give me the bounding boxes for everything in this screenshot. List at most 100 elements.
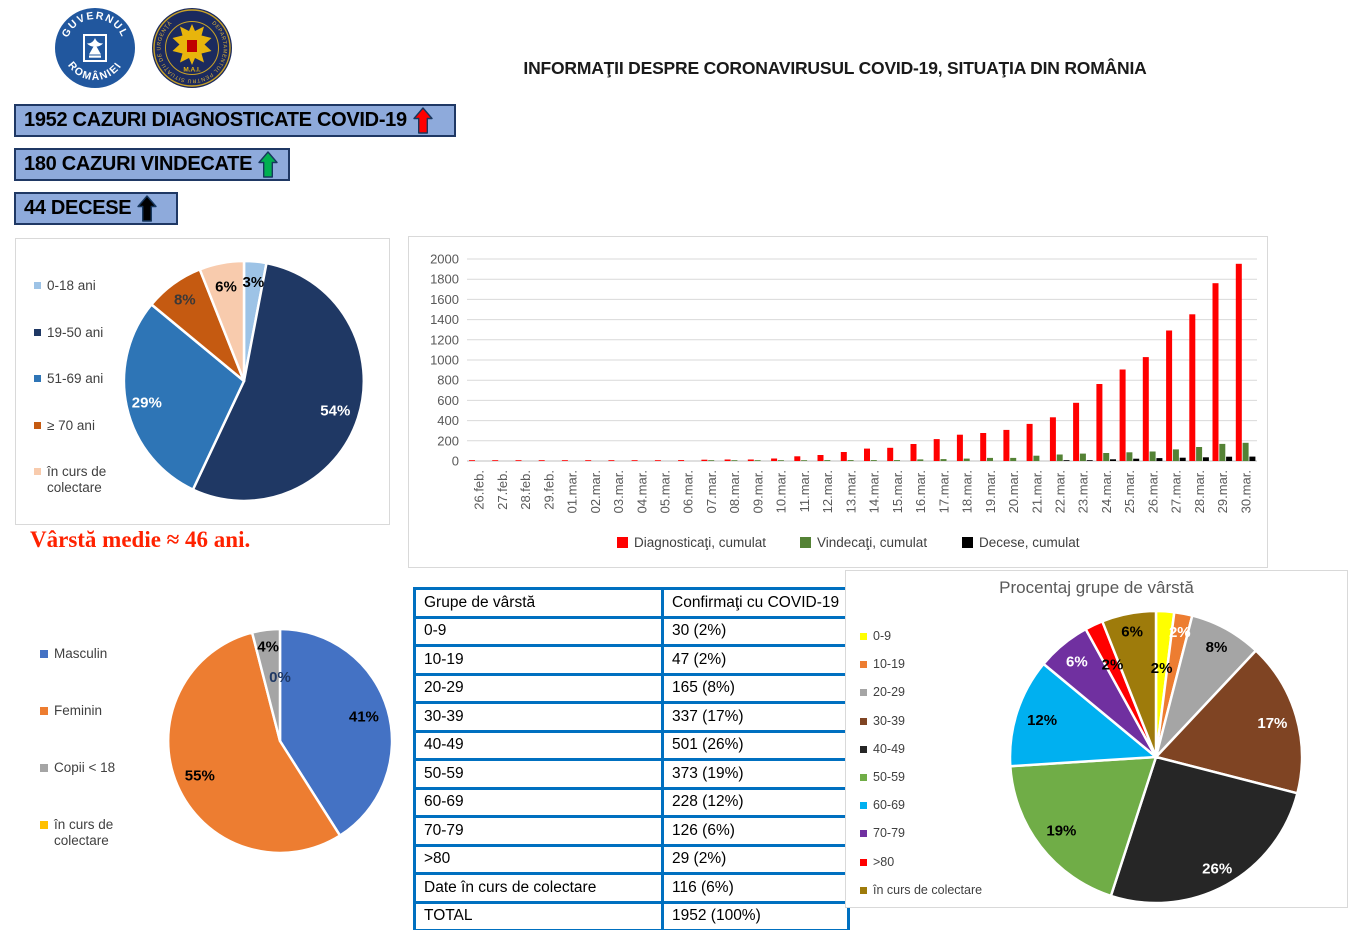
age-confirmed-table: Grupe de vârstă Confirmaţi cu COVID-19 0-9… (413, 587, 851, 930)
legend-item-70-79: 70-79 (860, 826, 1003, 854)
table-row: 10-19 47 (2%) (413, 644, 851, 676)
pie-label-feminin: 55% (185, 768, 215, 785)
bar-diagnostica-i-cumulat-15-mar (887, 447, 894, 461)
legend-swatch-diagnostica-i-cumulat (617, 537, 628, 548)
bar-diagnostica-i-cumulat-16-mar (910, 444, 917, 461)
gender-pie-chart: 41% 55% 4% 0% (166, 627, 394, 855)
x-axis-label: 23.mar. (1076, 470, 1091, 513)
pie-slice-n-curs-de-colectare (1101, 609, 1158, 759)
x-axis-label: 05.mar. (658, 470, 673, 513)
bar-decese-cumulat-23-mar (1086, 460, 1093, 461)
bar-vindeca-i-cumulat-08-mar (731, 460, 738, 461)
bar-diagnostica-i-cumulat-23-mar (1073, 402, 1080, 461)
legend-item-20-29: 20-29 (860, 685, 1003, 713)
bar-vindeca-i-cumulat-14-mar (870, 460, 877, 461)
pie-label-masculin: 41% (349, 709, 379, 726)
legend-swatch-vindeca-i-cumulat (800, 537, 811, 548)
bar-diagnostica-i-cumulat-19-mar (980, 433, 987, 461)
legend-label: în curs de colectare (47, 464, 107, 495)
legend-item-0-9: 0-9 (860, 629, 1003, 657)
pie-label-copii-18: 4% (257, 639, 279, 656)
table-cell: 50-59 (413, 758, 664, 790)
pie-label-80: 2% (1102, 657, 1124, 674)
bar-vindeca-i-cumulat-27-mar (1172, 449, 1179, 461)
table-cell: 40-49 (413, 729, 664, 761)
stat-diagnosed-label: 1952 CAZURI DIAGNOSTICATE COVID-19 (24, 109, 407, 131)
x-axis-label: 19.mar. (983, 470, 998, 513)
stat-diagnosed-box: 1952 CAZURI DIAGNOSTICATE COVID-19 (14, 104, 456, 137)
table-cell: 373 (19%) (660, 758, 851, 790)
y-axis-tick-label: 1200 (430, 332, 459, 347)
bar-vindeca-i-cumulat-21-mar (1033, 455, 1040, 461)
bar-vindeca-i-cumulat-12-mar (824, 460, 831, 461)
legend-label-diagnostica-i-cumulat: Diagnosticaţi, cumulat (634, 535, 766, 550)
legend-item-n-curs-de-colectare: în curs de colectare (40, 817, 136, 874)
pie-label-40-49: 26% (1202, 860, 1232, 877)
pie-label-n-curs-de-colectare: 0% (269, 669, 291, 686)
bar-diagnostica-i-cumulat-26-mar (1142, 357, 1149, 461)
legend-swatch (40, 707, 48, 715)
table-cell: 228 (12%) (660, 786, 851, 818)
legend-swatch (860, 717, 867, 725)
legend-label: 0-18 ani (47, 278, 96, 293)
x-axis-label: 30.mar. (1238, 470, 1253, 513)
table-cell: 60-69 (413, 786, 664, 818)
x-axis-label: 21.mar. (1029, 470, 1044, 513)
bar-vindeca-i-cumulat-09-mar (754, 460, 761, 461)
table-row: 20-29 165 (8%) (413, 672, 851, 704)
age-decade-pie-title: Procentaj grupe de vârstă (999, 578, 1194, 597)
legend-item-40-49: 40-49 (860, 742, 1003, 770)
table-cell: >80 (413, 843, 664, 875)
legend-item-copii-18: Copii < 18 (40, 760, 136, 817)
table-row: TOTAL 1952 (100%) (413, 900, 851, 930)
y-axis-tick-label: 0 (452, 454, 459, 469)
bar-diagnostica-i-cumulat-10-mar (771, 458, 778, 461)
table-cell: 126 (6%) (660, 815, 851, 847)
stat-deaths-box: 44 DECESE (14, 192, 178, 225)
legend-swatch (860, 830, 867, 838)
pie-label-n-curs-de-colectare: 6% (215, 279, 237, 296)
bar-vindeca-i-cumulat-10-mar (777, 460, 784, 461)
gender-pie-legend: Masculin Feminin Copii < 18 în curs de cole… (40, 646, 136, 874)
bar-diagnostica-i-cumulat-05-mar (654, 460, 661, 461)
table-row: 70-79 126 (6%) (413, 815, 851, 847)
legend-label: 60-69 (873, 798, 905, 813)
header-logos: GUVERNUL ROMÂNIEI DEPARTAMENTUL PENTRU S… (55, 8, 232, 88)
age-pie-chart: 3% 54% 29% 8% 6% (122, 259, 366, 503)
bar-vindeca-i-cumulat-13-mar (847, 460, 854, 461)
x-axis-label: 02.mar. (588, 470, 603, 513)
bar-vindeca-i-cumulat-11-mar (801, 460, 808, 461)
table-cell: TOTAL (413, 900, 664, 930)
x-axis-label: 14.mar. (867, 470, 882, 513)
bar-vindeca-i-cumulat-15-mar (894, 460, 900, 461)
pie-label-0-9: 2% (1151, 660, 1173, 677)
timeline-chart-panel: 0 200 400 600 800 1000 1200 1400 1600 1800 2000 26.… (408, 236, 1268, 568)
legend-swatch (34, 375, 41, 382)
x-axis-label: 13.mar. (843, 470, 858, 513)
table-cell: 116 (6%) (660, 872, 851, 904)
bar-diagnostica-i-cumulat-25-mar (1119, 369, 1126, 461)
y-axis-tick-label: 400 (437, 413, 459, 428)
y-axis-tick-label: 2000 (430, 252, 459, 267)
x-axis-label: 22.mar. (1053, 470, 1068, 513)
table-cell: 0-9 (413, 615, 664, 647)
pie-slice-60-69 (1008, 662, 1158, 768)
legend-swatch (860, 633, 867, 640)
page-title: INFORMAŢII DESPRE CORONAVIRUSUL COVID-19… (523, 58, 1147, 78)
bar-diagnostica-i-cumulat-26-feb (469, 460, 475, 461)
legend-item-feminin: Feminin (40, 703, 136, 760)
bar-decese-cumulat-29-mar (1226, 456, 1233, 461)
table-cell: 30 (2%) (660, 615, 851, 647)
legend-swatch (860, 886, 867, 894)
age-pie-legend: 0-18 ani 19-50 ani 51-69 ani ≥ 70 ani în cur… (34, 278, 125, 511)
bar-diagnostica-i-cumulat-04-mar (631, 460, 638, 461)
legend-label: 51-69 ani (47, 371, 104, 386)
x-axis-label: 29.mar. (1215, 470, 1230, 513)
bar-vindeca-i-cumulat-26-mar (1149, 451, 1156, 461)
legend-swatch (40, 650, 48, 658)
legend-label: Feminin (54, 703, 103, 718)
bar-diagnostica-i-cumulat-29-mar (1212, 283, 1219, 461)
x-axis-label: 01.mar. (565, 470, 580, 513)
bar-diagnostica-i-cumulat-29-feb (538, 460, 545, 461)
